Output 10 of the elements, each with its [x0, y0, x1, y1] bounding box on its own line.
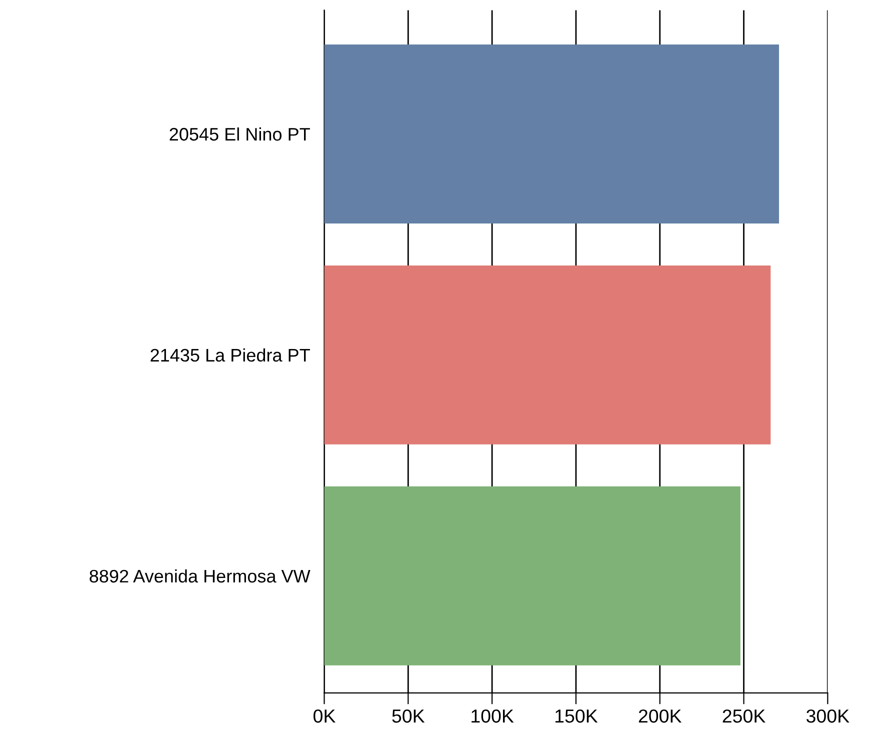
x-tick-label: 50K	[392, 709, 425, 723]
x-tick-label: 100K	[472, 709, 514, 723]
x-tick-label: 200K	[638, 709, 682, 723]
y-tick-label: 20545 El Nino PT	[170, 127, 310, 141]
y-tick-label: 8892 Avenida Hermosa VW	[90, 569, 310, 583]
x-tick-label: 150K	[556, 709, 598, 723]
x-tick-label: 0K	[314, 709, 336, 723]
y-tick-label: 21435 La Piedra PT	[150, 348, 310, 362]
x-tick-label: 300K	[806, 709, 850, 723]
x-tick-label: 250K	[722, 709, 766, 723]
